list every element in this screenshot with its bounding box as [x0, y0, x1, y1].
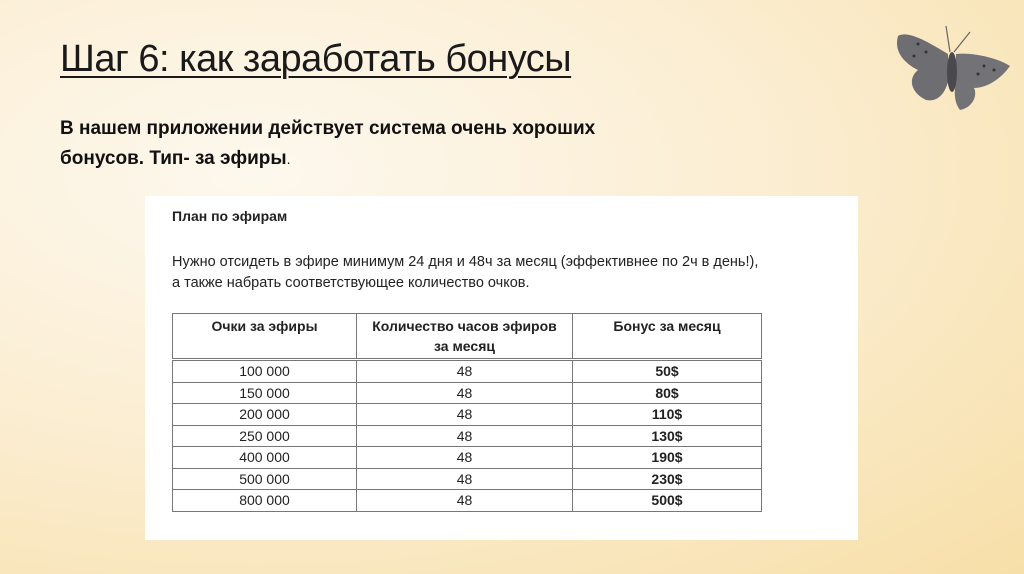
table-row: 800 000 48 500$	[172, 489, 762, 512]
cell-points: 250 000	[172, 424, 357, 447]
cell-points: 100 000	[172, 359, 357, 383]
intro-line-1: В нашем приложении действует система оче…	[60, 118, 596, 139]
cell-hours: 48	[356, 446, 573, 469]
slide-title: Шаг 6: как заработать бонусы	[60, 38, 572, 80]
intro-dot: .	[286, 151, 291, 167]
header-hours: Количество часов эфиров за месяц	[356, 313, 573, 361]
table-header-row: Очки за эфиры Количество часов эфиров за…	[172, 313, 762, 361]
table-row: 200 000 48 110$	[172, 403, 762, 426]
cell-bonus: 190$	[572, 446, 762, 469]
intro-line-2: бонусов. Тип- за эфиры	[60, 148, 287, 169]
cell-bonus: 110$	[572, 403, 762, 426]
cell-points: 800 000	[172, 489, 357, 512]
cell-bonus: 130$	[572, 424, 762, 447]
cell-hours: 48	[356, 424, 573, 447]
cell-hours: 48	[356, 359, 573, 383]
panel-description: Нужно отсидеть в эфире минимум 24 дня и …	[172, 252, 758, 294]
intro-text: В нашем приложении действует система оче…	[60, 114, 760, 174]
cell-points: 200 000	[172, 403, 357, 426]
butterfly-image	[896, 25, 1010, 110]
table-row: 150 000 48 80$	[172, 381, 762, 404]
table-row: 500 000 48 230$	[172, 467, 762, 490]
cell-hours: 48	[356, 403, 573, 426]
table-row: 400 000 48 190$	[172, 446, 762, 469]
table-row: 250 000 48 130$	[172, 424, 762, 447]
cell-hours: 48	[356, 467, 573, 490]
desc-line-2: а также набрать соответствующее количест…	[172, 275, 530, 291]
cell-bonus: 50$	[572, 359, 762, 383]
cell-bonus: 500$	[572, 489, 762, 512]
cell-points: 150 000	[172, 381, 357, 404]
cell-hours: 48	[356, 381, 573, 404]
table-row: 100 000 48 50$	[172, 359, 762, 383]
header-bonus: Бонус за месяц	[572, 313, 762, 361]
cell-bonus: 230$	[572, 467, 762, 490]
header-points: Очки за эфиры	[172, 313, 357, 361]
desc-line-1: Нужно отсидеть в эфире минимум 24 дня и …	[172, 254, 759, 270]
cell-hours: 48	[356, 489, 573, 512]
cell-points: 400 000	[172, 446, 357, 469]
bonus-plan-panel: План по эфирам Нужно отсидеть в эфире ми…	[145, 196, 858, 540]
bonus-table: Очки за эфиры Количество часов эфиров за…	[172, 313, 762, 512]
cell-points: 500 000	[172, 467, 357, 490]
intro-line-2-wrap: бонусов. Тип- за эфиры.	[60, 144, 760, 174]
cell-bonus: 80$	[572, 381, 762, 404]
panel-title: План по эфирам	[172, 208, 288, 224]
